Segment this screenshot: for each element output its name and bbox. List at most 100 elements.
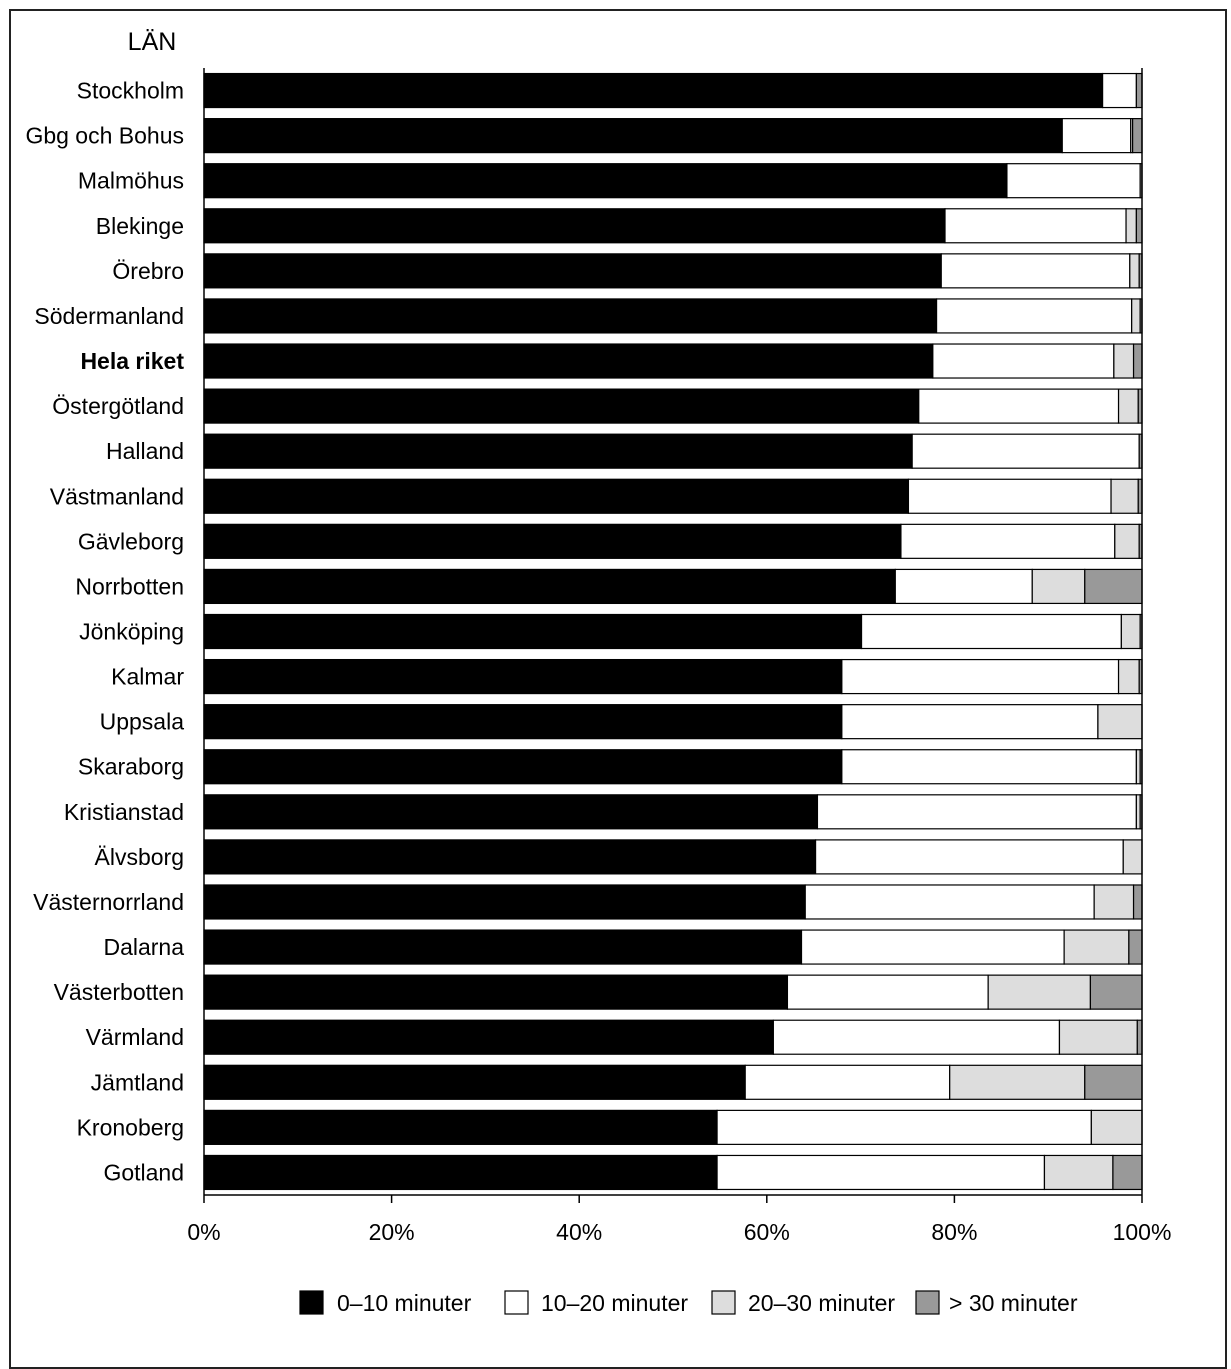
bar-segment-3-7 [1113, 343, 1135, 379]
bar-segment-1-5 [203, 253, 942, 289]
category-label: Malmöhus [78, 168, 184, 194]
bar-segment-4-7 [1132, 343, 1143, 379]
category-label: Jönköping [79, 619, 184, 645]
bar-segment-1-12 [203, 568, 896, 605]
bar-segment-2-13 [860, 613, 1122, 650]
bar-segment-1-11 [203, 523, 902, 559]
x-tick-label: 0% [187, 1219, 220, 1245]
bar-segment-4-19 [1132, 884, 1143, 920]
bar-segment-1-1 [203, 72, 1104, 109]
bar-segment-1-24 [203, 1109, 718, 1145]
bar-segment-1-14 [203, 658, 843, 695]
bar-segment-2-17 [816, 794, 1137, 830]
category-label: Gävleborg [78, 528, 184, 554]
bar-segment-3-12 [1031, 568, 1086, 605]
legend: 0–10 minuter 10–20 minuter 20–30 minuter > … [299, 1290, 1078, 1316]
bar-segment-2-5 [940, 253, 1131, 289]
bar-segment-3-22 [1058, 1019, 1138, 1055]
bar-segment-2-12 [894, 568, 1033, 605]
legend-label-4: > 30 minuter [949, 1290, 1078, 1316]
bar-segment-4-25 [1112, 1154, 1143, 1191]
axes-group: 0% 20% 40% 60% 80% 100% [187, 68, 1171, 1245]
bar-segment-2-23 [744, 1064, 951, 1100]
bar-segment-1-10 [203, 478, 910, 514]
bar-segment-2-9 [911, 433, 1140, 469]
category-label: Älvsborg [95, 844, 184, 870]
bar-segment-2-15 [841, 704, 1099, 740]
bar-segment-2-4 [944, 208, 1127, 244]
bar-segment-1-8 [203, 388, 920, 424]
bar-segment-2-1 [1102, 72, 1137, 109]
bar-segment-3-14 [1117, 658, 1140, 695]
bar-segment-2-14 [841, 658, 1120, 695]
category-label: Skaraborg [78, 754, 184, 780]
bar-segment-3-6 [1131, 298, 1141, 334]
legend-label-3: 20–30 minuter [748, 1290, 895, 1316]
bar-segment-3-18 [1122, 839, 1143, 875]
bar-segment-3-19 [1093, 884, 1135, 920]
bar-segment-1-3 [203, 163, 1008, 199]
bar-segment-4-21 [1089, 974, 1143, 1010]
bar-segment-1-19 [203, 884, 806, 920]
bar-segment-2-11 [900, 523, 1116, 559]
legend-swatch-1 [299, 1290, 324, 1315]
bar-segment-3-5 [1129, 253, 1140, 289]
bar-segment-2-2 [1061, 118, 1132, 154]
category-label: Gbg och Bohus [25, 123, 184, 149]
bar-segment-3-24 [1090, 1109, 1143, 1145]
bar-segment-3-13 [1120, 613, 1141, 650]
bar-segment-4-2 [1132, 118, 1143, 154]
bar-segment-4-23 [1084, 1064, 1143, 1100]
category-label: Hela riket [80, 348, 184, 374]
bar-segment-2-18 [814, 839, 1124, 875]
bars-group: Stockholm Gbg och Bohus Malmöhus Blekinge Ör… [25, 72, 1143, 1191]
x-tick-label: 60% [744, 1219, 790, 1245]
bar-segment-3-10 [1110, 478, 1139, 514]
legend-label-2: 10–20 minuter [541, 1290, 688, 1316]
bar-segment-1-16 [203, 749, 843, 785]
bar-segment-4-1 [1135, 72, 1143, 109]
bar-segment-1-18 [203, 839, 817, 875]
bar-segment-2-7 [932, 343, 1115, 379]
bar-segment-4-4 [1135, 208, 1143, 244]
category-label: Kristianstad [64, 799, 184, 825]
bar-segment-1-2 [203, 118, 1063, 154]
bar-segment-2-6 [935, 298, 1133, 334]
x-tick-label: 80% [931, 1219, 977, 1245]
category-label: Västernorrland [33, 889, 184, 915]
category-label: Västerbotten [54, 979, 184, 1005]
bar-segment-2-25 [716, 1154, 1046, 1191]
bar-segment-2-8 [918, 388, 1120, 424]
category-label: Uppsala [100, 709, 185, 735]
x-tick-label: 100% [1113, 1219, 1172, 1245]
category-label: Gotland [103, 1159, 184, 1185]
y-axis-title: LÄN [128, 28, 177, 56]
bar-segment-1-6 [203, 298, 938, 334]
bar-segment-2-19 [804, 884, 1095, 920]
bar-segment-3-25 [1043, 1154, 1114, 1191]
bar-segment-3-23 [949, 1064, 1086, 1100]
category-label: Halland [106, 438, 184, 464]
legend-swatch-3 [711, 1290, 736, 1315]
bar-segment-3-20 [1063, 929, 1130, 965]
bar-segment-2-22 [772, 1019, 1061, 1055]
bar-segment-2-20 [800, 929, 1065, 965]
bar-segment-1-23 [203, 1064, 746, 1100]
category-label: Dalarna [103, 934, 184, 960]
category-label: Jämtland [91, 1069, 184, 1095]
bar-segment-2-3 [1006, 163, 1141, 199]
category-label: Norrbotten [75, 573, 184, 599]
bar-segment-1-22 [203, 1019, 774, 1055]
bar-segment-3-4 [1125, 208, 1137, 244]
bar-segment-1-15 [203, 704, 843, 740]
category-label: Östergötland [52, 393, 184, 419]
bar-segment-3-15 [1097, 704, 1143, 740]
x-tick-label: 40% [556, 1219, 602, 1245]
bar-segment-3-21 [987, 974, 1092, 1010]
bar-segment-1-13 [203, 613, 863, 650]
bar-segment-1-20 [203, 929, 803, 965]
legend-swatch-2 [504, 1290, 529, 1315]
category-label: Blekinge [96, 213, 184, 239]
legend-swatch-4 [915, 1290, 940, 1315]
